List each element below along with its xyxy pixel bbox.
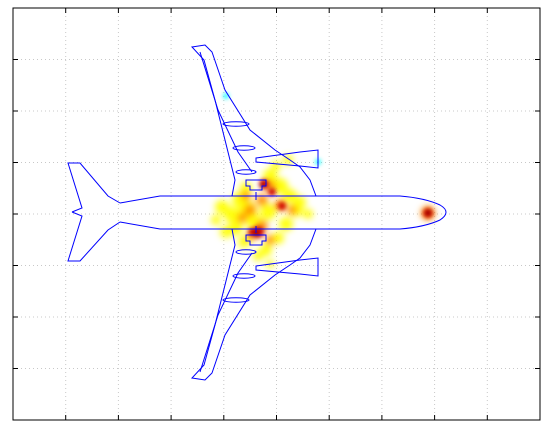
heat-spot bbox=[238, 236, 250, 248]
heat-spot bbox=[303, 209, 313, 219]
flap-fairing bbox=[222, 297, 250, 303]
tail-upper-outline bbox=[67, 162, 121, 213]
heat-spots bbox=[211, 155, 435, 268]
heat-spot bbox=[425, 210, 431, 216]
heat-spot bbox=[223, 93, 229, 99]
heat-spot bbox=[271, 161, 281, 171]
fuselage-outline bbox=[119, 195, 447, 230]
heat-spot bbox=[240, 182, 252, 194]
gear-bay-upper bbox=[245, 179, 267, 191]
tail-lower-outline bbox=[67, 211, 121, 262]
heat-spot bbox=[237, 213, 247, 223]
engine-upper-outline bbox=[255, 149, 319, 169]
heat-spot bbox=[220, 226, 232, 238]
axis-ticks bbox=[13, 8, 540, 420]
heat-spot bbox=[272, 232, 284, 244]
heat-spot bbox=[278, 202, 286, 210]
heat-spot bbox=[253, 251, 263, 261]
flap-fairing bbox=[232, 273, 256, 279]
heat-spot bbox=[287, 205, 297, 215]
grid-lines bbox=[13, 8, 540, 420]
heat-spot bbox=[279, 217, 293, 231]
heat-spot bbox=[272, 178, 288, 194]
heat-spot bbox=[256, 194, 268, 206]
heat-spot bbox=[224, 207, 240, 223]
heat-spot bbox=[268, 188, 276, 196]
heat-spot bbox=[211, 215, 221, 225]
flap-fairing bbox=[222, 121, 250, 127]
engine-lower-outline bbox=[255, 257, 319, 277]
wing-upper-trailing-edge bbox=[199, 51, 253, 173]
wing-lower-trailing-edge bbox=[199, 252, 253, 373]
heat-spot bbox=[260, 204, 276, 220]
flap-fairing bbox=[235, 249, 257, 255]
heat-spot bbox=[294, 196, 306, 208]
heat-spot bbox=[260, 244, 272, 256]
flap-fairing bbox=[235, 169, 257, 175]
aircraft-icon bbox=[67, 44, 447, 381]
plot-area bbox=[13, 8, 540, 420]
flap-fairing bbox=[232, 145, 256, 151]
gear-bay-lower bbox=[245, 234, 267, 246]
heat-spot bbox=[265, 235, 275, 245]
heat-spot bbox=[244, 204, 256, 216]
